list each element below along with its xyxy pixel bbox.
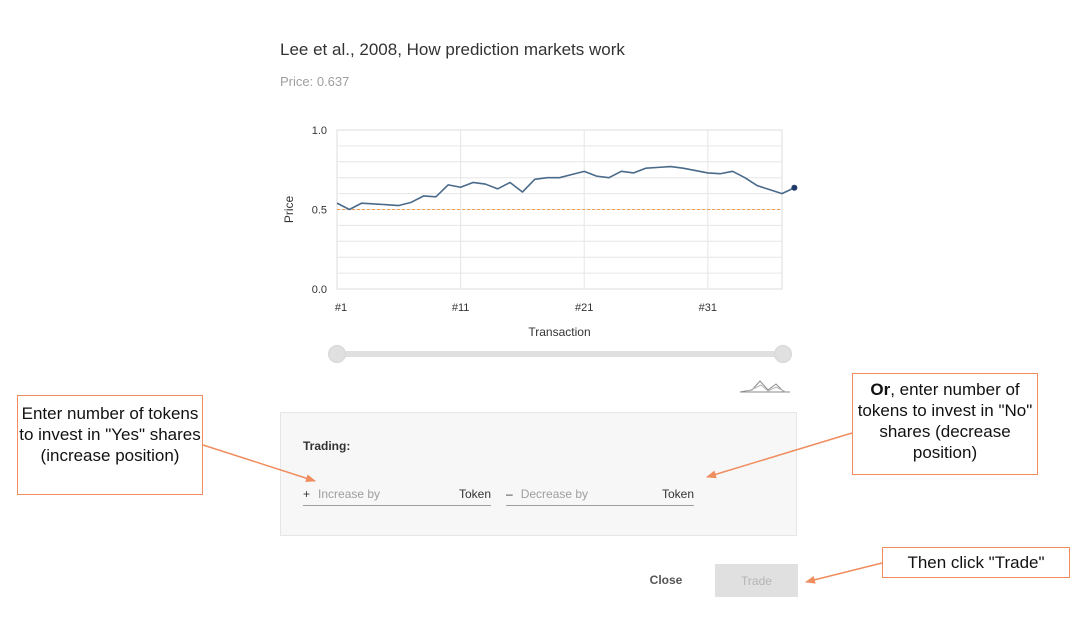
price-series-line [336, 165, 795, 211]
price-chart: 0.0 0.5 1.0 #1 #11 #21 #31 Transaction Price [282, 125, 798, 339]
trade-button[interactable]: Trade [715, 564, 798, 597]
x-axis-label: Transaction [528, 325, 590, 339]
callout-no-bold: Or [870, 380, 891, 399]
callout-trade: Then click "Trade" [882, 547, 1070, 578]
callout-no-text: , enter number of tokens to invest in "N… [857, 380, 1033, 462]
range-slider-end-handle[interactable] [774, 345, 792, 363]
callout-no-shares: Or, enter number of tokens to invest in … [852, 373, 1038, 475]
x-tick-label: #31 [699, 302, 717, 314]
arrow-trade [805, 562, 883, 584]
callout-yes-shares: Enter number of tokens to invest in "Yes… [17, 395, 203, 495]
y-tick-label: 0.5 [312, 205, 327, 217]
decrease-by-input[interactable] [520, 487, 641, 501]
x-tick-label: #21 [575, 302, 593, 314]
price-label: Price: 0.637 [280, 74, 350, 89]
close-button[interactable]: Close [638, 564, 694, 596]
trading-label: Trading: [303, 439, 351, 453]
range-slider-track[interactable] [337, 351, 783, 357]
decrease-unit-label: Token [661, 487, 694, 501]
area-chart-icon[interactable] [738, 376, 792, 396]
arrow-yes [202, 444, 316, 483]
plus-icon: + [303, 487, 311, 501]
current-price-point [791, 184, 798, 191]
x-tick-label: #11 [452, 302, 470, 314]
x-tick-label: #1 [335, 302, 347, 314]
y-tick-label: 1.0 [312, 125, 327, 137]
increase-by-input[interactable] [318, 487, 439, 501]
decrease-field[interactable]: – Token [506, 483, 694, 506]
arrow-no [706, 432, 853, 479]
y-axis-label: Price [282, 196, 296, 224]
minus-icon: – [506, 487, 513, 501]
range-slider-start-handle[interactable] [328, 345, 346, 363]
increase-unit-label: Token [458, 487, 491, 501]
increase-field[interactable]: + Token [303, 483, 491, 506]
page-title: Lee et al., 2008, How prediction markets… [280, 40, 625, 59]
y-tick-label: 0.0 [312, 284, 327, 296]
